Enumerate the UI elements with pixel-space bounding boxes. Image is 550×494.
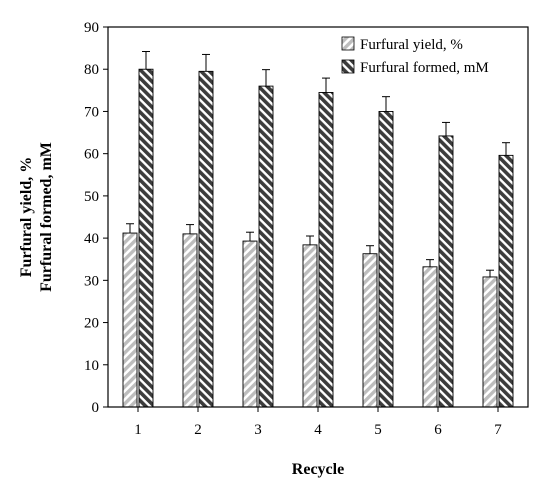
legend-label-furfural-yield: Furfural yield, % [360, 37, 463, 53]
bar-series-2-recycle-1 [138, 68, 154, 408]
legend-swatch-furfural-formed [341, 59, 355, 74]
x-tick-label: 2 [194, 422, 202, 438]
y-tick-label: 20 [84, 316, 99, 332]
y-axis-title-line2: Furfural formed, mM [38, 142, 55, 292]
bars-layer [122, 68, 514, 408]
bar-series-1-recycle-7 [482, 276, 498, 408]
y-axis-title-line1: Furfural yield, % [18, 157, 35, 277]
bar-series-1-recycle-4 [302, 244, 318, 408]
y-tick-label: 0 [92, 400, 100, 416]
y-tick-label: 90 [84, 20, 99, 36]
bar-series-1-recycle-6 [422, 266, 438, 408]
y-tick-label: 80 [84, 62, 99, 78]
bar-series-1-recycle-1 [122, 232, 138, 408]
x-tick-label: 3 [254, 422, 262, 438]
y-tick-label: 60 [84, 147, 99, 163]
bar-series-2-recycle-2 [198, 70, 214, 408]
y-tick-label: 70 [84, 104, 99, 120]
bar-series-1-recycle-2 [182, 233, 198, 408]
legend: Furfural yield, % Furfural formed, mM [341, 36, 489, 76]
x-tick-label: 6 [434, 422, 442, 438]
x-tick-label: 4 [314, 422, 322, 438]
legend-swatch-furfural-yield [341, 36, 355, 51]
y-axis-ticks: 0 10 20 30 40 50 60 70 80 90 [84, 20, 108, 416]
bar-series-2-recycle-3 [258, 85, 274, 408]
bar-series-2-recycle-4 [318, 91, 334, 408]
x-axis-title: Recycle [292, 461, 344, 478]
legend-label-furfural-formed: Furfural formed, mM [360, 60, 489, 76]
x-axis-ticks: 1 2 3 4 5 6 7 [134, 407, 502, 438]
y-tick-label: 40 [84, 231, 99, 247]
plot-frame [107, 26, 529, 408]
bar-series-2-recycle-6 [438, 135, 454, 408]
x-tick-label: 1 [134, 422, 142, 438]
error-bars-layer [126, 50, 510, 277]
y-tick-label: 30 [84, 273, 99, 289]
bar-series-2-recycle-5 [378, 110, 394, 408]
y-tick-label: 50 [84, 189, 99, 205]
bar-series-1-recycle-5 [362, 253, 378, 408]
y-tick-label: 10 [84, 358, 99, 374]
bar-series-1-recycle-3 [242, 240, 258, 408]
x-tick-label: 5 [374, 422, 382, 438]
x-tick-label: 7 [494, 422, 502, 438]
bar-series-2-recycle-7 [498, 154, 514, 408]
